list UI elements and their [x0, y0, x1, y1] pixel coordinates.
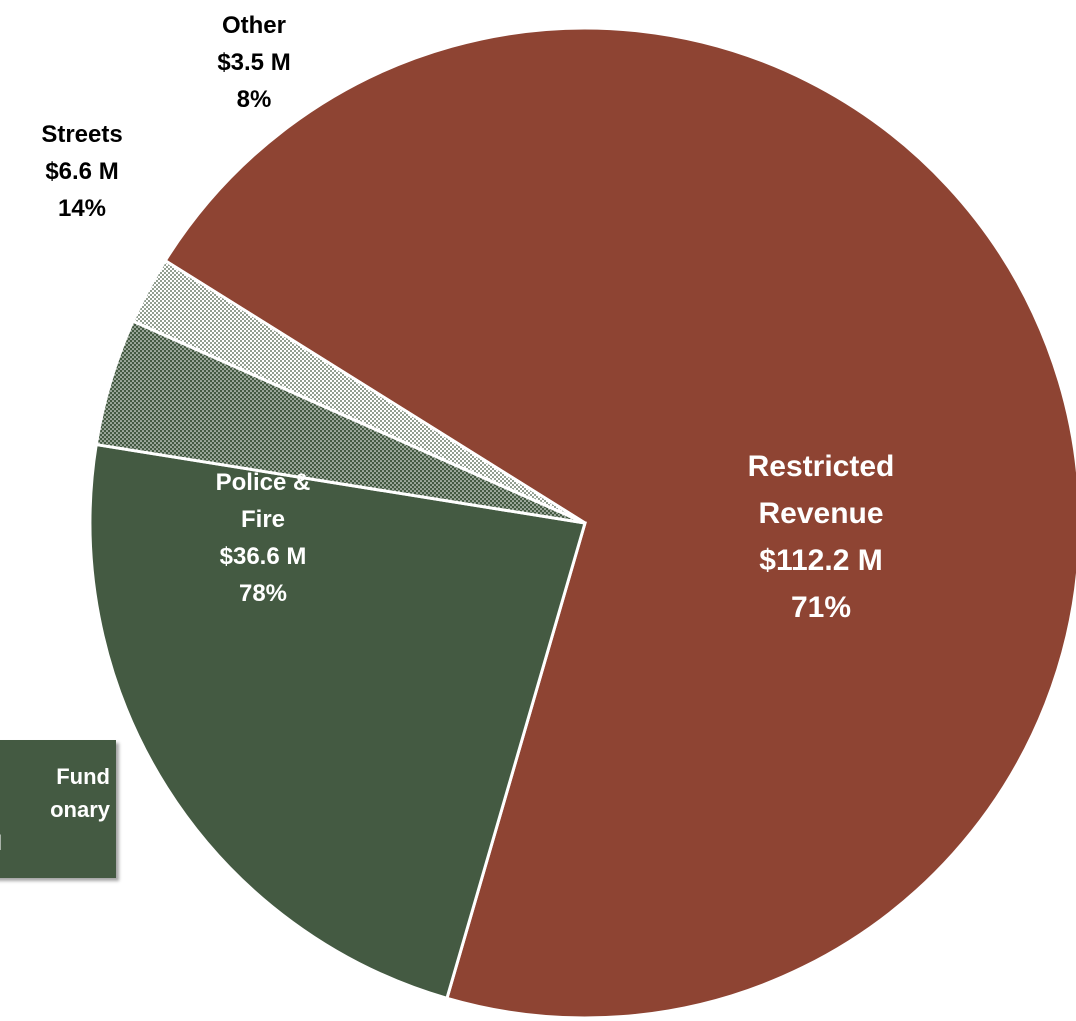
label-line: Other [222, 12, 286, 39]
label-line: Revenue [758, 497, 883, 530]
label-police-fire: Police & Fire $36.6 M 78% [216, 469, 311, 607]
label-line: 8% [237, 86, 272, 113]
label-line: Fire [241, 506, 285, 533]
label-line: Police & [216, 469, 311, 496]
slice-other [131, 258, 586, 525]
label-line: 14% [58, 195, 106, 222]
label-restricted-revenue: Restricted Revenue $112.2 M 71% [748, 450, 895, 624]
pie-labels: Restricted Revenue $112.2 M 71% Police & Fire… [41, 12, 894, 624]
label-line: $112.2 M [759, 544, 882, 577]
label-other: Other $3.5 M 8% [217, 12, 290, 113]
label-line: 71% [791, 591, 851, 624]
callout-line-1: Fund [56, 763, 110, 789]
label-line: Restricted [748, 450, 895, 483]
label-line: $6.6 M [45, 158, 118, 185]
label-line: Streets [41, 121, 122, 148]
label-line: 78% [239, 580, 287, 607]
slice-restricted-revenue [163, 26, 1076, 1020]
pie-slices [88, 26, 1076, 1020]
callout-line-2: onary [50, 796, 110, 822]
label-streets: Streets $6.6 M 14% [41, 121, 122, 222]
label-line: $3.5 M [217, 49, 290, 76]
label-line: $36.6 M [220, 543, 307, 570]
slice-police-fire [88, 442, 587, 1001]
callout-line-3: M [0, 826, 2, 859]
general-fund-discretionary-callout: Fund onary M [0, 740, 116, 878]
